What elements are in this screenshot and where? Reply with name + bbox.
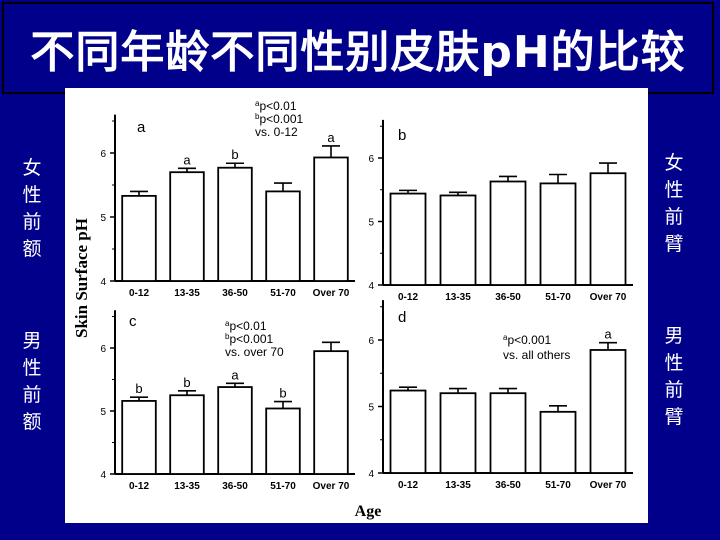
label-male-forehead: 男性前额	[20, 328, 44, 436]
bar	[169, 394, 205, 475]
annotation-line: vs. all others	[503, 348, 570, 362]
figure-panel: Skin Surface pH Age 4 5 6 a 0-12 a 13-35 b 36-50…	[65, 88, 648, 523]
bar	[121, 400, 157, 475]
side-label-char: 性	[22, 357, 42, 379]
bar	[539, 410, 577, 474]
x-tick-label: 13-35	[174, 288, 200, 299]
label-female-forearm: 女性前臂	[662, 150, 686, 258]
x-tick-label: 0-12	[398, 480, 418, 491]
panel-letter: b	[398, 127, 406, 144]
significance-label: a	[231, 367, 239, 382]
significance-label: b	[183, 375, 190, 390]
bar	[589, 349, 627, 474]
y-tick-label: 5	[100, 213, 106, 224]
significance-label: b	[135, 381, 142, 396]
significance-label: a	[183, 152, 191, 167]
x-tick-label: Over 70	[590, 292, 627, 303]
y-tick-label: 4	[368, 469, 374, 480]
annotation-line: bp<0.001	[255, 112, 303, 126]
x-tick-label: 0-12	[129, 481, 149, 492]
side-label-char: 额	[22, 238, 42, 260]
side-label-char: 前	[664, 206, 684, 228]
x-tick-label: 36-50	[495, 292, 521, 303]
bar	[489, 392, 527, 474]
x-tick-label: 13-35	[445, 292, 471, 303]
label-female-forehead: 女性前额	[20, 155, 44, 263]
chart-figure: Skin Surface pH Age 4 5 6 a 0-12 a 13-35 b 36-50…	[72, 99, 633, 520]
x-tick-label: Over 70	[313, 481, 350, 492]
x-tick-label: Over 70	[590, 480, 627, 491]
bar	[217, 166, 253, 282]
slide-title: 不同年龄不同性别皮肤pH的比较	[2, 2, 714, 94]
y-tick-label: 6	[368, 336, 374, 347]
x-tick-label: 0-12	[398, 292, 418, 303]
panel-letter: d	[398, 309, 406, 326]
x-tick-label: 51-70	[270, 288, 296, 299]
side-label-char: 前	[664, 379, 684, 401]
side-label-char: 前	[22, 211, 42, 233]
x-tick-label: 51-70	[545, 480, 571, 491]
y-axis-label: Skin Surface pH	[72, 218, 91, 338]
bar	[489, 180, 527, 286]
x-tick-label: 13-35	[445, 480, 471, 491]
y-tick-label: 5	[368, 403, 374, 414]
side-label-char: 男	[664, 325, 684, 347]
x-tick-label: 51-70	[270, 481, 296, 492]
significance-label: b	[231, 147, 238, 162]
bar	[313, 350, 349, 475]
side-label-char: 女	[22, 157, 42, 179]
x-tick-label: 51-70	[545, 292, 571, 303]
annotation-line: ap<0.01	[255, 99, 297, 113]
y-tick-label: 4	[100, 277, 106, 288]
bar	[169, 171, 205, 282]
y-tick-label: 5	[100, 407, 106, 418]
annotation-line: ap<0.01	[225, 319, 267, 333]
x-tick-label: 36-50	[222, 288, 248, 299]
x-tick-label: Over 70	[313, 288, 350, 299]
x-tick-label: 36-50	[495, 480, 521, 491]
significance-label: b	[279, 386, 286, 401]
bar	[217, 386, 253, 475]
annotation-line: vs. over 70	[225, 345, 284, 359]
x-tick-label: 36-50	[222, 481, 248, 492]
y-tick-label: 4	[368, 281, 374, 292]
side-label-char: 性	[22, 184, 42, 206]
side-label-char: 前	[22, 384, 42, 406]
y-tick-label: 5	[368, 218, 374, 229]
side-label-char: 臂	[664, 233, 684, 255]
side-label-char: 性	[664, 352, 684, 374]
y-tick-label: 6	[100, 149, 106, 160]
bar	[265, 190, 301, 282]
side-label-char: 性	[664, 179, 684, 201]
panel-letter: c	[129, 313, 137, 330]
side-label-char: 男	[22, 330, 42, 352]
side-label-char: 额	[22, 411, 42, 433]
significance-label: a	[604, 327, 612, 342]
bar	[389, 192, 427, 286]
panel-letter: a	[137, 119, 146, 136]
bar	[389, 389, 427, 474]
annotation-line: ap<0.001	[503, 333, 551, 347]
side-label-char: 女	[664, 152, 684, 174]
bar	[439, 194, 477, 286]
bar	[265, 407, 301, 475]
x-tick-label: 13-35	[174, 481, 200, 492]
y-tick-label: 6	[368, 154, 374, 165]
label-male-forearm: 男性前臂	[662, 323, 686, 431]
bar	[439, 392, 477, 474]
x-tick-label: 0-12	[129, 288, 149, 299]
annotation-line: vs. 0-12	[255, 125, 298, 139]
bar	[539, 182, 577, 286]
x-axis-label: Age	[355, 503, 382, 520]
y-tick-label: 6	[100, 344, 106, 355]
side-label-char: 臂	[664, 406, 684, 428]
bar	[313, 156, 349, 282]
annotation-line: bp<0.001	[225, 332, 273, 346]
bar	[121, 194, 157, 282]
bar	[589, 172, 627, 286]
significance-label: a	[327, 130, 335, 145]
y-tick-label: 4	[100, 470, 106, 481]
